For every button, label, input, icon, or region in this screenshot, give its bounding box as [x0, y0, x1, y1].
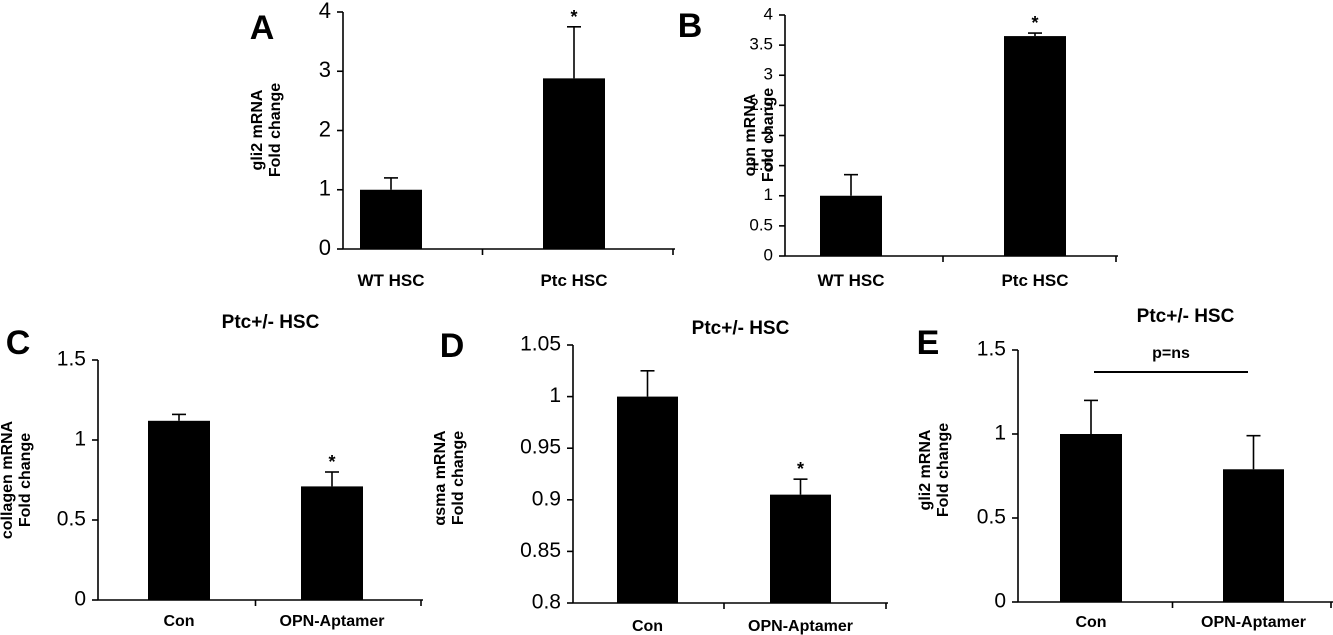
category-label: Con: [163, 613, 194, 630]
y-axis-label-line: collagen mRNA: [0, 420, 16, 539]
y-tick-label: 0: [764, 245, 773, 264]
y-axis-label: collagen mRNA Fold change: [0, 420, 34, 539]
y-tick-label: 0.5: [57, 508, 86, 531]
bar: [543, 78, 605, 249]
y-axis-label-line: Fold change: [760, 88, 777, 182]
panel-letter: A: [250, 9, 275, 47]
significance-marker: *: [797, 459, 804, 479]
significance-marker: *: [1031, 13, 1038, 33]
y-tick-label: 3: [764, 65, 773, 84]
category-label: Ptc HSC: [1001, 271, 1068, 290]
bar: [148, 420, 210, 600]
bar: [301, 486, 363, 600]
category-label: Con: [1075, 614, 1106, 631]
y-tick-label: 0.5: [977, 506, 1006, 529]
bar: [617, 396, 678, 603]
y-tick-label: 1: [74, 428, 86, 451]
category-label: Ptc HSC: [540, 271, 607, 290]
category-label: WT HSC: [817, 271, 884, 290]
bar: [1060, 434, 1122, 602]
y-axis-label-line: opn mRNA: [742, 93, 759, 176]
bar: [1223, 469, 1284, 602]
y-axis-label: gli2 mRNA Fold change: [917, 423, 952, 517]
y-axis-label-line: gli2 mRNA: [249, 89, 266, 170]
y-tick-label: 4: [764, 4, 773, 23]
y-tick-label: 1.05: [520, 333, 561, 356]
y-tick-label: 1.5: [749, 155, 773, 174]
bar: [1004, 36, 1066, 257]
y-axis-label: αsma mRNA Fold change: [432, 430, 467, 526]
y-tick-label: 0.5: [749, 215, 773, 234]
bar: [820, 195, 882, 256]
category-label: Con: [632, 618, 663, 635]
y-tick-label: 0.95: [520, 436, 561, 459]
panel-letter: B: [678, 7, 703, 45]
y-axis-label-line: gli2 mRNA: [917, 429, 934, 510]
y-tick-label: 1: [994, 422, 1006, 445]
chart-title: Ptc+/- HSC: [1137, 306, 1235, 327]
y-axis-label-line: Fold change: [450, 431, 467, 525]
y-tick-label: 4: [319, 0, 331, 23]
y-axis-label-line: Fold change: [935, 423, 952, 517]
category-label: OPN-Aptamer: [1201, 614, 1306, 631]
y-tick-label: 1.5: [977, 338, 1006, 361]
y-tick-label: 3: [319, 57, 331, 82]
significance-marker: *: [570, 7, 577, 27]
y-axis-label: gli2 mRNA Fold change: [249, 83, 284, 177]
panel-letter: D: [440, 327, 465, 365]
y-tick-label: 0: [994, 590, 1006, 613]
y-tick-label: 0.85: [520, 539, 561, 562]
y-tick-label: 1: [764, 185, 773, 204]
panel-letter: E: [917, 324, 940, 362]
category-label: WT HSC: [357, 271, 424, 290]
chart-title: Ptc+/- HSC: [222, 312, 320, 333]
panel-letter: C: [6, 324, 31, 362]
y-tick-label: 2.5: [749, 95, 773, 114]
y-tick-label: 1.5: [57, 348, 86, 371]
y-tick-label: 0.9: [532, 487, 561, 510]
y-tick-label: 1: [549, 384, 561, 407]
y-tick-label: 2: [319, 116, 331, 141]
y-tick-label: 1: [319, 176, 331, 201]
category-label: OPN-Aptamer: [280, 613, 385, 630]
comparison-annotation: p=ns: [1152, 345, 1190, 362]
bar: [360, 189, 422, 249]
bar: [770, 494, 831, 603]
chart-title: Ptc+/- HSC: [692, 318, 790, 339]
category-label: OPN-Aptamer: [748, 618, 853, 635]
y-tick-label: 0: [74, 588, 86, 611]
y-axis-label-line: Fold change: [17, 433, 34, 527]
y-axis-label-line: αsma mRNA: [432, 430, 449, 526]
significance-marker: *: [328, 452, 335, 472]
y-tick-label: 0.8: [532, 591, 561, 614]
y-tick-label: 0: [319, 235, 331, 260]
y-tick-label: 2: [764, 125, 773, 144]
y-axis-label-line: Fold change: [267, 83, 284, 177]
y-tick-label: 3.5: [749, 35, 773, 54]
y-axis-label: opn mRNA Fold change: [742, 88, 777, 182]
